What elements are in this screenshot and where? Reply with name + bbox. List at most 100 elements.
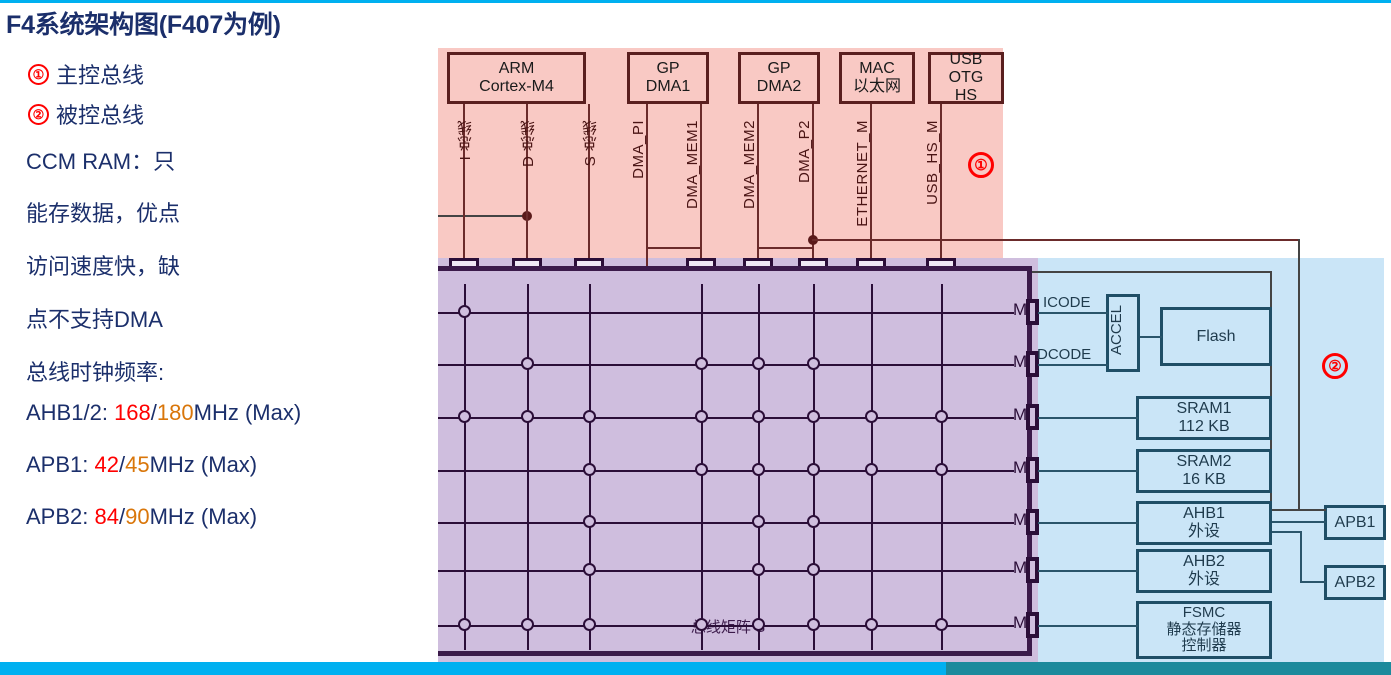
wire-accel-flash [1140, 336, 1162, 338]
clock-apb2-sep: / [118, 504, 126, 529]
bus-label-dma-mem2: DMA_MEM2 [741, 120, 758, 210]
bottom-accent-bar [0, 662, 1391, 675]
clock-row-apb1: APB1: 42/45MHz (Max) [26, 452, 257, 478]
flash-line1: Flash [1196, 327, 1236, 345]
bus-label-s: S 总线 [582, 120, 599, 167]
matrix-node-m1-s3 [695, 357, 708, 370]
matrix-node-m2-s5 [807, 410, 820, 423]
bus-label-i: I 总线 [457, 120, 474, 161]
block-mac-ethernet: MAC 以太网 [839, 52, 915, 104]
matrix-node-m6-s7 [935, 618, 948, 631]
matrix-node-m6-s0 [458, 618, 471, 631]
matrix-node-m4-s2 [583, 515, 596, 528]
matrix-node-m2-s4 [752, 410, 765, 423]
wire-route-apb1-in [1272, 509, 1326, 511]
matrix-row-m3 [432, 470, 1014, 472]
matrix-node-m5-s4 [752, 563, 765, 576]
wire-d-bus [526, 104, 528, 266]
master-port-m5 [1026, 557, 1039, 583]
note-bullet-1: ① 主控总线 [28, 58, 144, 90]
matrix-row-m4 [432, 522, 1014, 524]
note-bullet-2: ② 被控总线 [28, 98, 144, 130]
label-icode: ICODE [1043, 294, 1091, 311]
fsmc-line2: 静态存储器 [1166, 620, 1242, 638]
matrix-node-m6-s1 [521, 618, 534, 631]
wire-ahb1-apb1 [1272, 521, 1326, 523]
bus-label-dma-mem1: DMA_MEM1 [684, 120, 701, 210]
clock-heading: 总线时钟频率: [26, 360, 165, 385]
mac-line1: MAC [859, 60, 895, 78]
master-port-m6 [1026, 612, 1039, 638]
matrix-node-m4-s4 [752, 515, 765, 528]
apb2-label: APB2 [1334, 573, 1376, 591]
master-port-m1 [1026, 351, 1039, 377]
arm-line1: ARM [498, 60, 535, 78]
clock-ahb-label: AHB1/2: [26, 400, 108, 425]
sram1-line2: 112 KB [1178, 418, 1230, 435]
matrix-node-m1-s1 [521, 357, 534, 370]
master-port-m4 [1026, 509, 1039, 535]
clock-ahb-suffix: MHz (Max) [193, 400, 302, 425]
clock-apb2-suffix: MHz (Max) [149, 504, 258, 529]
wire-ahb1-apb2-b [1300, 581, 1326, 583]
block-sram2: SRAM2 16 KB [1136, 449, 1272, 493]
block-fsmc: FSMC 静态存储器 控制器 [1136, 601, 1272, 659]
usb-line1: USB OTG [948, 51, 984, 87]
wire-i-bus [463, 104, 465, 266]
block-gp-dma1: GP DMA1 [627, 52, 709, 104]
notes-panel: F4系统架构图(F407为例) ① 主控总线 ② 被控总线 CCM RAM：只 … [0, 0, 440, 675]
block-ahb2-peripheral: AHB2 外设 [1136, 549, 1272, 593]
master-port-m3 [1026, 457, 1039, 483]
wire-ahb1-apb2-a [1272, 531, 1302, 533]
wire-s-bus [588, 104, 590, 266]
usb-line2: HS [954, 86, 978, 104]
matrix-node-m0-s0 [458, 305, 471, 318]
clock-apb1-label: APB1: [26, 452, 89, 477]
bus-label-usb-hs-m: USB_HS_M [924, 120, 941, 205]
arm-line2: Cortex-M4 [479, 78, 554, 95]
sram1-line1: SRAM1 [1176, 400, 1232, 418]
clock-apb2-v1: 84 [94, 504, 119, 529]
mac-line2: 以太网 [852, 78, 901, 95]
matrix-node-m3-s2 [583, 463, 596, 476]
matrix-node-m3-s3 [695, 463, 708, 476]
matrix-node-m5-s2 [583, 563, 596, 576]
wire-dma-mem2 [757, 104, 759, 266]
matrix-node-m6-s5 [807, 618, 820, 631]
bus-label-dma-pi: DMA_PI [630, 120, 647, 179]
bullet-2-text: 被控总线 [56, 103, 145, 128]
matrix-node-m6-s3 [695, 618, 708, 631]
master-port-m0 [1026, 299, 1039, 325]
matrix-row-m2 [432, 417, 1014, 419]
wire-m5-ahb2 [1038, 570, 1138, 572]
clock-ahb-v1: 168 [114, 400, 151, 425]
page-title: F4系统架构图(F407为例) [6, 11, 281, 39]
ahb1-line1: AHB1 [1183, 505, 1225, 523]
ccm-wire-horizontal [355, 215, 527, 217]
wire-to-apb-route-b [1000, 271, 1272, 273]
dma2-group-line [757, 247, 814, 249]
master-port-m2 [1026, 404, 1039, 430]
label-dcode: DCODE [1037, 346, 1092, 363]
matrix-node-m6-s2 [583, 618, 596, 631]
clock-row-ahb: AHB1/2: 168/180MHz (Max) [26, 400, 301, 426]
matrix-node-m2-s0 [458, 410, 471, 423]
bus-label-d: D 总线 [520, 120, 537, 167]
bullet-1-text: 主控总线 [56, 63, 145, 88]
dma2-line1: GP [767, 60, 791, 78]
matrix-row-m0 [432, 312, 1014, 314]
matrix-node-m6-s4 [752, 618, 765, 631]
matrix-row-m6 [432, 625, 1014, 627]
wire-m4-ahb1 [1038, 522, 1138, 524]
matrix-node-m3-s4 [752, 463, 765, 476]
block-accel: ACCEL [1106, 294, 1140, 372]
block-arm-cortex-m4: ARM Cortex-M4 [447, 52, 586, 104]
wire-m3-sram2 [1038, 470, 1138, 472]
apb1-label: APB1 [1334, 513, 1376, 531]
clock-apb1-v2: 45 [125, 452, 150, 477]
bullet-2-number: ② [28, 103, 49, 125]
wire-dma-p2 [812, 104, 814, 266]
matrix-node-m1-s4 [752, 357, 765, 370]
note-line-3: 访问速度快，缺 [26, 254, 181, 279]
